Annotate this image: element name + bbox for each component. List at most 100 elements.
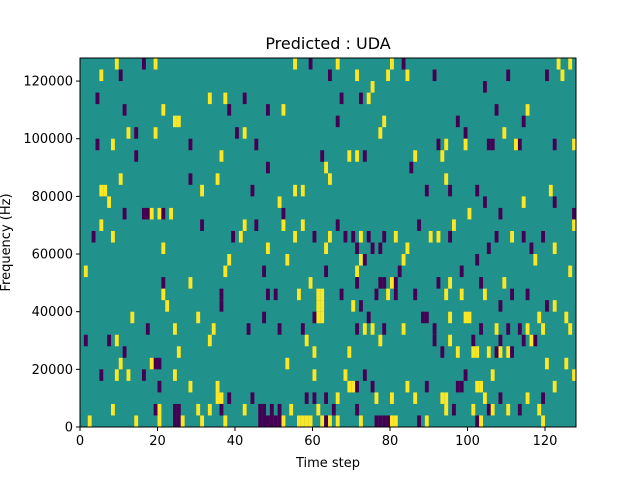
heatmap-cell-low	[250, 184, 255, 197]
heatmap-cell-low	[424, 380, 429, 393]
heatmap-cell-high	[393, 230, 398, 243]
heatmap-cell-low	[525, 288, 530, 301]
heatmap-cell-high	[506, 403, 511, 416]
heatmap-cell-high	[308, 277, 313, 289]
heatmap-cell-low	[328, 69, 332, 82]
plot-frame	[79, 57, 577, 428]
heatmap-cell-high	[448, 277, 453, 289]
heatmap-cell-high	[541, 323, 546, 335]
heatmap-cell-high	[506, 346, 511, 358]
heatmap-cell-high	[548, 184, 553, 197]
heatmap-cell-low	[475, 184, 480, 197]
heatmap-cell-high	[293, 58, 298, 70]
heatmap-cell-low	[362, 150, 367, 162]
heatmap-cell-low	[510, 288, 515, 301]
heatmap-cell-low	[366, 311, 371, 324]
heatmap-cell-low	[401, 58, 406, 70]
heatmap-cell-high	[320, 415, 325, 427]
heatmap-cell-high	[126, 127, 131, 139]
heatmap-cell-low	[281, 207, 286, 220]
heatmap-cell-high	[107, 196, 112, 208]
heatmap-cell-low	[91, 230, 96, 243]
heatmap-cell-low	[122, 207, 127, 220]
heatmap-cell-low	[417, 219, 422, 231]
heatmap-cell-low	[188, 173, 193, 185]
heatmap-cell-high	[390, 277, 394, 289]
heatmap-cell-high	[448, 334, 453, 347]
heatmap-cell-high	[378, 334, 383, 347]
heatmap-cell-high	[370, 323, 375, 335]
heatmap-cell-high	[266, 242, 270, 255]
heatmap-cell-high	[161, 288, 166, 301]
heatmap-cell-low	[266, 415, 270, 427]
heatmap-cell-low	[486, 403, 491, 416]
y-axis-ticks: 0 20000 40000 60000 80000 100000 120000	[23, 75, 80, 436]
heatmap-cell-high	[87, 415, 92, 427]
heatmap-cell-high	[99, 184, 104, 197]
heatmap-cell-high	[568, 58, 573, 70]
heatmap-cell-low	[382, 415, 387, 427]
heatmap-cell-high	[405, 242, 410, 255]
heatmap-cell-low	[134, 150, 139, 162]
heatmap-cell-low	[552, 138, 557, 151]
x-tick-label: 60	[304, 434, 321, 449]
heatmap-cell-high	[297, 288, 301, 301]
heatmap-cell-high	[347, 150, 352, 162]
heatmap-cell-high	[153, 58, 158, 70]
heatmap-cell-high	[405, 69, 410, 82]
heatmap-cell-low	[355, 380, 360, 393]
heatmap-cell-high	[126, 369, 131, 381]
heatmap-cell-high	[347, 346, 352, 358]
heatmap-cell-high	[552, 300, 557, 312]
heatmap-cell-low	[397, 265, 402, 278]
heatmap-cell-high	[413, 150, 418, 162]
heatmap-cell-high	[219, 150, 224, 162]
heatmap-cell-high	[242, 403, 247, 416]
heatmap-cell-low	[517, 323, 522, 335]
heatmap-cell-high	[444, 403, 449, 416]
heatmap-cell-high	[572, 369, 577, 381]
heatmap-cell-low	[459, 380, 464, 393]
x-axis-ticks: 0 20 40 60 80 100 120	[76, 427, 557, 449]
heatmap-cell-low	[359, 92, 363, 105]
heatmap-cell-low	[99, 369, 104, 381]
heatmap-cell-high	[316, 311, 321, 324]
chart-title: Predicted : UDA	[265, 34, 390, 53]
heatmap-cell-low	[331, 403, 336, 416]
heatmap-cell-low	[312, 392, 317, 404]
heatmap-cell-high	[114, 369, 119, 381]
heatmap-cell-low	[374, 288, 379, 301]
heatmap-cell-low	[153, 357, 158, 370]
heatmap-cell-high	[285, 254, 290, 266]
heatmap-cell-low	[355, 242, 360, 255]
heatmap-cell-low	[269, 403, 274, 416]
heatmap-cell-high	[436, 230, 441, 243]
heatmap-cell-high	[335, 392, 340, 404]
heatmap-cell-high	[463, 138, 468, 151]
heatmap-cell-high	[386, 69, 391, 82]
heatmap-cell-high	[99, 69, 104, 82]
heatmap-cell-low	[176, 403, 181, 416]
heatmap-cell-high	[390, 58, 394, 70]
heatmap-cell-low	[262, 403, 267, 416]
heatmap-cell-high	[304, 415, 309, 427]
heatmap-cell-high	[552, 380, 557, 393]
heatmap-cell-low	[134, 127, 139, 139]
heatmap-cell-low	[355, 323, 360, 335]
heatmap-cell-low	[424, 184, 429, 197]
heatmap-cell-high	[448, 311, 453, 324]
heatmap-cell-high	[467, 311, 472, 324]
heatmap-cell-low	[235, 127, 239, 139]
heatmap-cell-high	[200, 415, 205, 427]
heatmap-cell-high	[401, 323, 406, 335]
heatmap-cell-high	[188, 380, 193, 393]
heatmap-cell-low	[161, 207, 166, 220]
heatmap-cell-low	[378, 242, 383, 255]
heatmap-cell-high	[223, 92, 228, 105]
heatmap-cell-high	[463, 311, 468, 324]
heatmap-cell-low	[494, 104, 499, 116]
heatmap-cell-low	[498, 300, 503, 312]
x-tick-label: 40	[227, 434, 244, 449]
heatmap-cell-high	[525, 104, 530, 116]
heatmap-cell-low	[366, 230, 371, 243]
